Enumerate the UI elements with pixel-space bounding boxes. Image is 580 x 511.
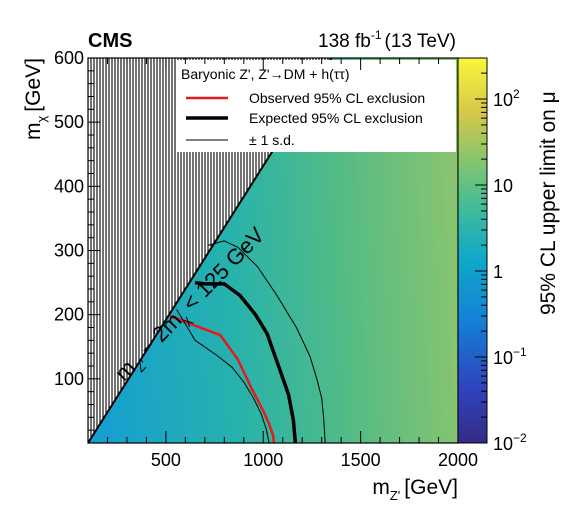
colorbar-tick-label: 10−1: [493, 345, 527, 368]
x-tick-label: 500: [151, 450, 181, 470]
y-tick-label: 200: [54, 305, 84, 325]
svg-text:95% CL upper limit on μ: 95% CL upper limit on μ: [537, 91, 560, 315]
legend-expected-label: Expected 95% CL exclusion: [249, 110, 423, 126]
legend-title: Baryonic Z', Z'→DM + h(ττ): [181, 66, 350, 82]
minus-1sd-curve: [176, 309, 270, 443]
plus-1sd-curve: [207, 240, 326, 443]
y-tick-label: 300: [54, 241, 84, 261]
svg-text:mχ[GeV]: mχ[GeV]: [22, 58, 49, 140]
colorbar-tick-label: 1: [493, 262, 503, 282]
observed-curve: [169, 314, 276, 443]
legend-sd-label: ± 1 s.d.: [249, 132, 295, 148]
colorbar-tick-label: 10: [493, 176, 513, 196]
y-tick-label: 400: [54, 176, 84, 196]
legend: Baryonic Z', Z'→DM + h(ττ) Observed 95% …: [176, 60, 456, 152]
colorbar-axis: 102 10 1 10−1 10−2: [475, 57, 527, 454]
x-axis: 500 1000 1500 2000: [87, 58, 478, 470]
x-axis-label: mZ' [GeV]: [372, 476, 458, 503]
colorbar-label: 95% CL upper limit on μ: [537, 91, 560, 315]
y-tick-label: 100: [54, 369, 84, 389]
y-tick-label: 600: [54, 48, 84, 68]
luminosity-label: 138 fb-1 (13 TeV): [318, 28, 456, 52]
colorbar-tick-label: 10−2: [493, 431, 527, 454]
y-tick-label: 500: [54, 112, 84, 132]
legend-observed-label: Observed 95% CL exclusion: [249, 90, 425, 106]
colorbar: [457, 57, 488, 444]
expected-curve: [194, 280, 298, 443]
x-tick-label: 1500: [341, 450, 381, 470]
y-axis: 100 200 300 400 500 600: [54, 48, 100, 444]
x-tick-label: 1000: [243, 450, 283, 470]
colorbar-tick-label: 102: [493, 87, 520, 110]
experiment-label: CMS: [88, 30, 132, 52]
y-axis-label: mχ[GeV]: [22, 58, 49, 140]
x-tick-label: 2000: [438, 450, 478, 470]
